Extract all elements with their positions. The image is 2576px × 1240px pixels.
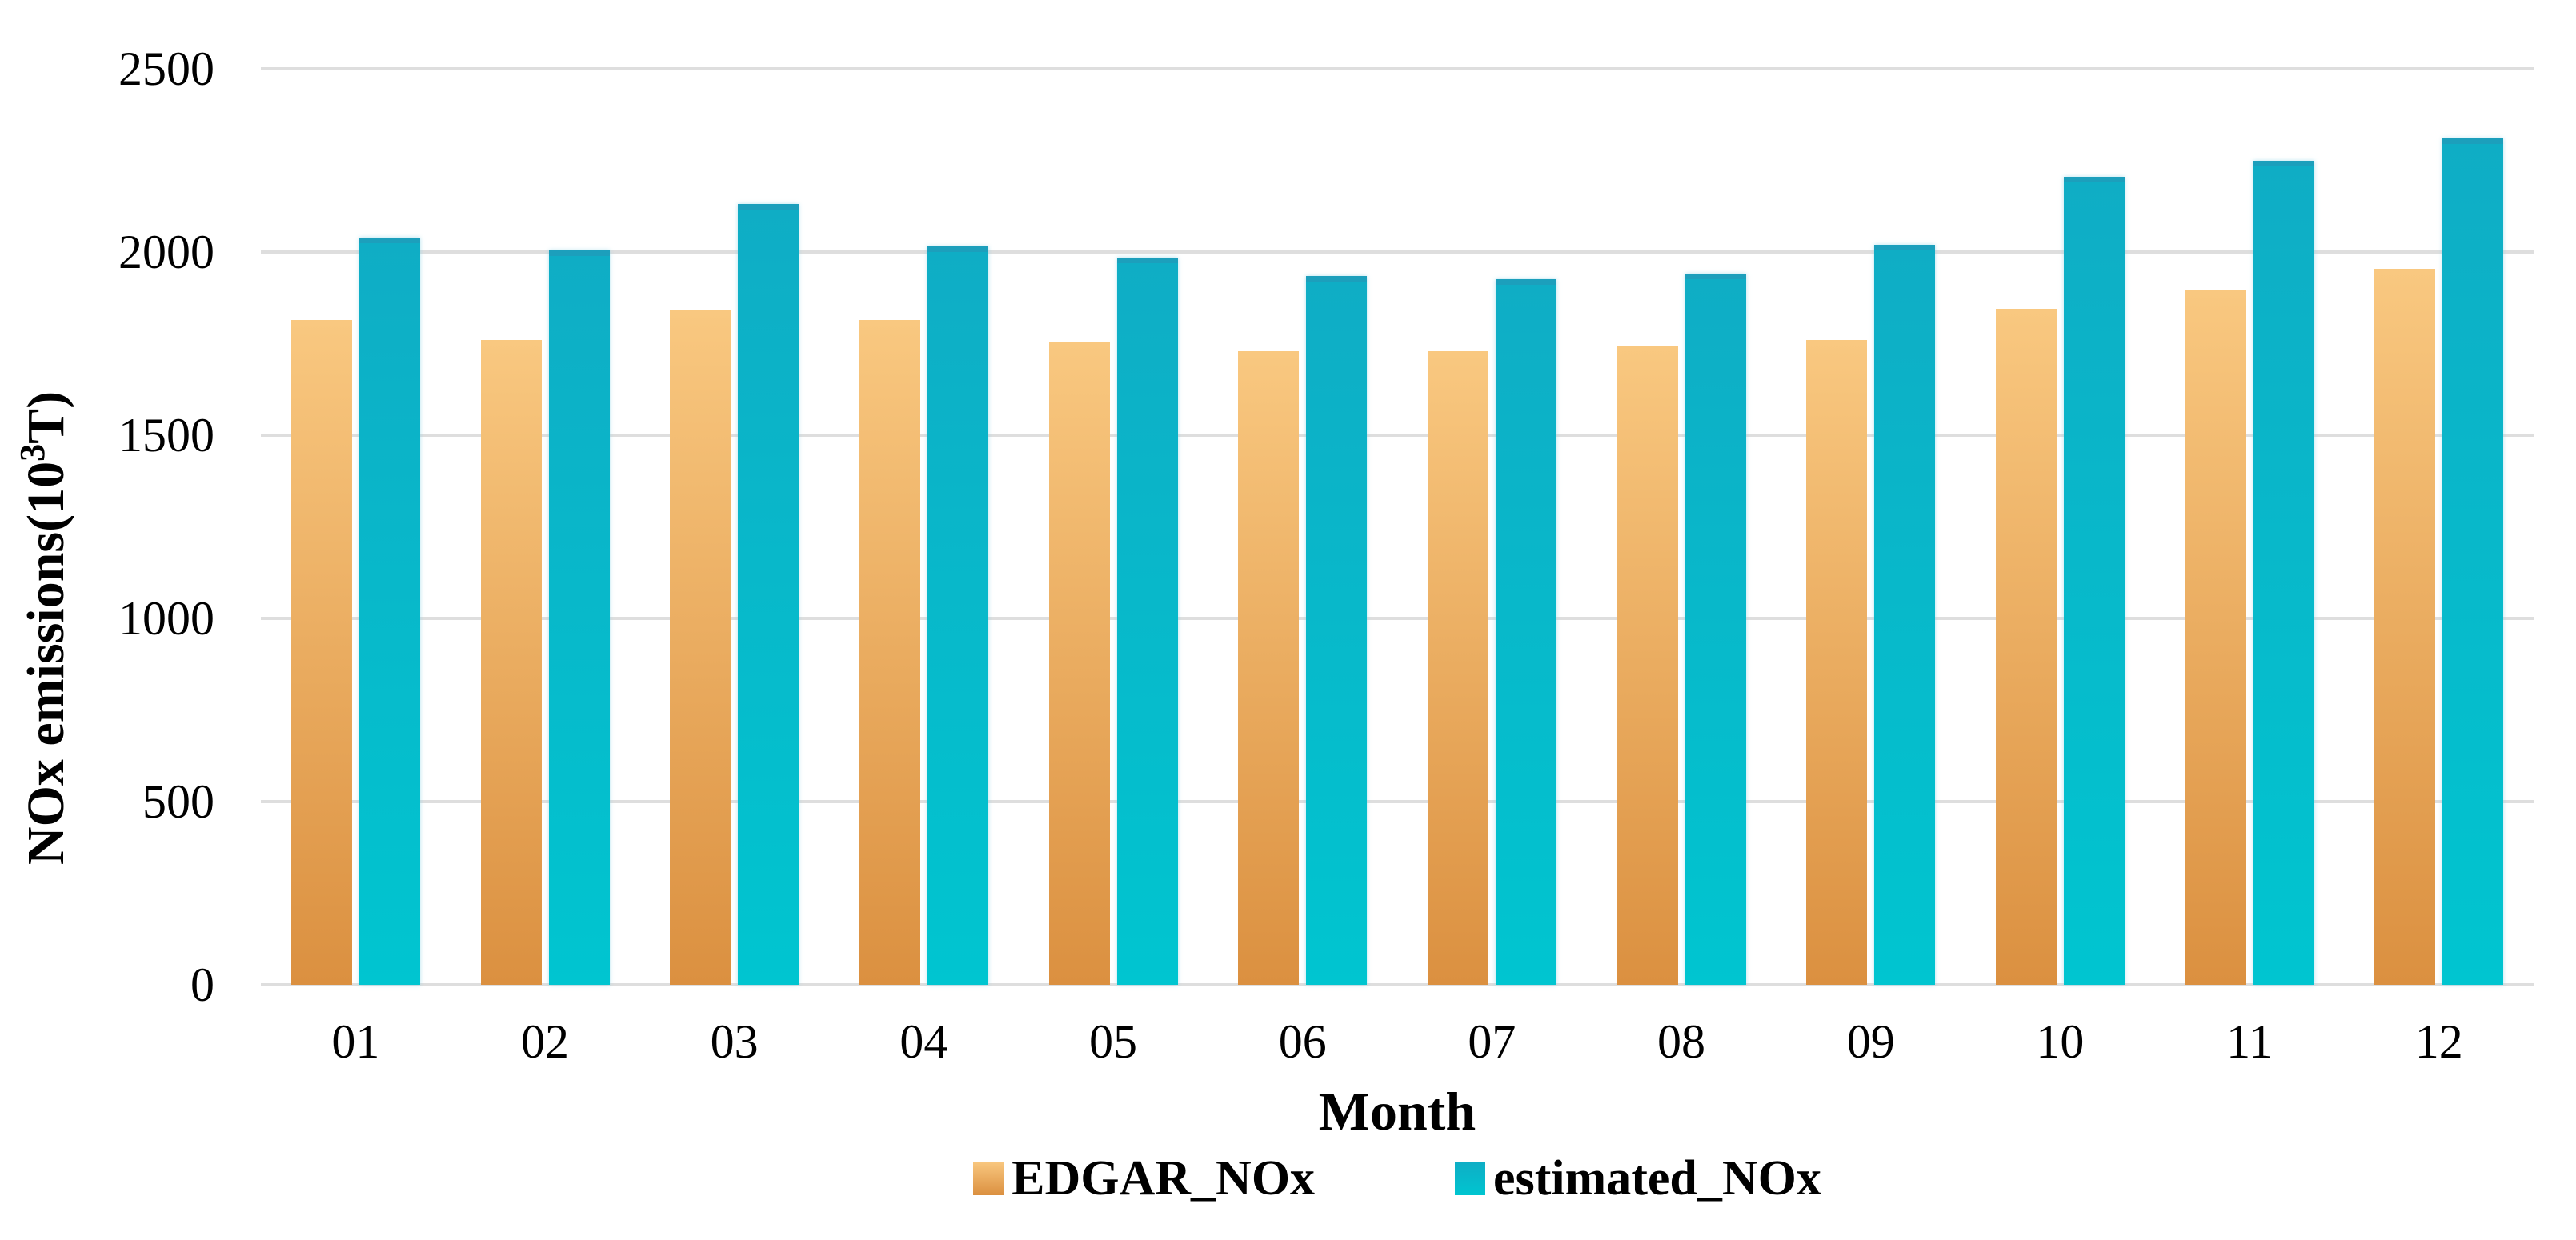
bar-group-month-07 (1397, 69, 1587, 985)
x-tick-label-07: 07 (1468, 1015, 1516, 1068)
y-tick-label-500: 500 (142, 775, 214, 828)
gridline-1000 (261, 617, 2534, 620)
x-tick-label-10: 10 (2036, 1015, 2085, 1068)
bar-EDGAR_NOx-month-12 (2374, 268, 2436, 985)
bar-EDGAR_NOx-month-04 (859, 319, 920, 985)
x-tick-label-05: 05 (1089, 1015, 1138, 1068)
y-axis-tick-labels: 0 500 1000 1500 2000 2500 (0, 45, 214, 1009)
bar-EDGAR_NOx-month-07 (1427, 350, 1488, 985)
bar-EDGAR_NOx-month-05 (1048, 342, 1110, 985)
plot-area (261, 67, 2534, 986)
bar-group-month-02 (451, 69, 640, 985)
legend-label-EDGAR_NOx: EDGAR_NOx (1012, 1151, 1316, 1206)
bar-EDGAR_NOx-month-02 (480, 339, 542, 985)
bar-estimated_NOx-month-03 (738, 204, 799, 985)
bars-layer (261, 69, 2534, 985)
bar-EDGAR_NOx-month-03 (670, 310, 731, 985)
x-tick-label-09: 09 (1846, 1015, 1895, 1068)
bar-group-month-10 (1965, 69, 2155, 985)
gridline-2000 (261, 250, 2534, 254)
bar-group-month-06 (1208, 69, 1397, 985)
x-tick-label-04: 04 (899, 1015, 948, 1068)
bar-estimated_NOx-month-07 (1495, 279, 1556, 985)
bar-group-month-09 (1776, 69, 1965, 985)
legend: EDGAR_NOx estimated_NOx (261, 1154, 2534, 1203)
bar-estimated_NOx-month-12 (2442, 138, 2504, 985)
bar-EDGAR_NOx-month-11 (2185, 290, 2246, 985)
bar-estimated_NOx-month-04 (927, 246, 988, 985)
bar-estimated_NOx-month-06 (1306, 275, 1368, 985)
legend-swatch-EDGAR_NOx (973, 1162, 1004, 1195)
bar-group-month-01 (261, 69, 451, 985)
bar-group-month-08 (1587, 69, 1777, 985)
legend-item-estimated_NOx: estimated_NOx (1455, 1154, 1821, 1203)
y-tick-label-2000: 2000 (118, 226, 214, 278)
x-tick-label-03: 03 (710, 1015, 759, 1068)
x-tick-label-12: 12 (2414, 1015, 2463, 1068)
legend-swatch-estimated_NOx (1455, 1162, 1486, 1195)
bar-estimated_NOx-month-08 (1685, 274, 1746, 985)
bar-EDGAR_NOx-month-06 (1238, 350, 1300, 985)
bar-group-month-11 (2155, 69, 2345, 985)
bar-estimated_NOx-month-02 (548, 250, 610, 985)
legend-label-estimated_NOx: estimated_NOx (1493, 1151, 1821, 1206)
bar-estimated_NOx-month-10 (2063, 177, 2125, 985)
y-tick-label-1500: 1500 (118, 409, 214, 462)
bar-EDGAR_NOx-month-10 (1995, 309, 2057, 985)
x-tick-label-06: 06 (1278, 1015, 1327, 1068)
gridline-0 (261, 983, 2534, 986)
bar-group-month-03 (639, 69, 829, 985)
bar-group-month-05 (1019, 69, 1208, 985)
bar-group-month-04 (829, 69, 1019, 985)
bar-estimated_NOx-month-11 (2253, 160, 2314, 985)
bar-EDGAR_NOx-month-01 (290, 319, 352, 985)
y-tick-label-0: 0 (190, 958, 214, 1011)
x-axis-title: Month (1318, 1081, 1476, 1142)
x-tick-label-08: 08 (1657, 1015, 1706, 1068)
gridline-500 (261, 800, 2534, 803)
bar-estimated_NOx-month-05 (1116, 257, 1178, 985)
bar-EDGAR_NOx-month-09 (1806, 339, 1868, 985)
x-tick-label-02: 02 (521, 1015, 569, 1068)
gridline-1500 (261, 434, 2534, 437)
x-tick-label-01: 01 (331, 1015, 380, 1068)
y-tick-label-1000: 1000 (118, 592, 214, 645)
bar-estimated_NOx-month-01 (359, 237, 420, 985)
bar-EDGAR_NOx-month-08 (1617, 345, 1678, 985)
gridline-2500 (261, 67, 2534, 70)
legend-item-EDGAR_NOx: EDGAR_NOx (973, 1154, 1315, 1203)
x-tick-label-11: 11 (2226, 1015, 2273, 1068)
x-axis-tick-labels: 01 02 03 04 05 06 07 08 09 10 11 12 (261, 1018, 2534, 1066)
bar-estimated_NOx-month-09 (1874, 244, 1936, 985)
bar-group-month-12 (2344, 69, 2534, 985)
y-tick-label-2500: 2500 (118, 42, 214, 95)
